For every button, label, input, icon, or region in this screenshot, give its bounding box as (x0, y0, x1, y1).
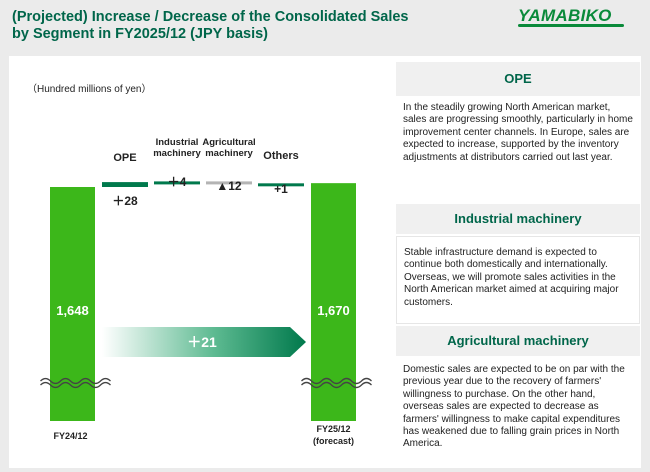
delta-label-ope: ＋28 (112, 194, 138, 208)
segment-name-agricultural-machinery-line1: Agricultural (202, 137, 255, 148)
delta-bar-ope (102, 182, 148, 187)
delta-bar-agricultural-machinery (206, 181, 252, 185)
delta-label-others: +1 (274, 182, 288, 196)
title-line-2: by Segment in FY2025/12 (JPY basis) (12, 26, 269, 42)
segment-name-agricultural-machinery-line2: machinery (205, 148, 253, 159)
waterfall-chart: 1,648 FY24/12 1,670 FY25/12 (forecast) OPE ＋28… (40, 137, 372, 446)
unit-label: （Hundred millions of yen） (27, 84, 152, 95)
delta-label-industrial-machinery: ＋4 (168, 175, 187, 189)
segment-ope-text: In the steadily growing North American m… (396, 96, 640, 200)
delta-bar-industrial-machinery (154, 181, 200, 185)
start-category-label: FY24/12 (53, 431, 87, 441)
start-bar-value-label: 1,648 (56, 303, 89, 318)
segment-name-industrial-machinery-line2: machinery (153, 148, 201, 159)
segment-agricultural-text: Domestic sales are expected to be on par… (396, 358, 640, 466)
end-bar-value-label: 1,670 (317, 303, 350, 318)
yamabiko-logo: YAMABIKO (518, 6, 612, 25)
total-change-arrow (102, 327, 306, 357)
segment-name-industrial-machinery-line1: Industrial (156, 137, 199, 148)
logo-swoosh (518, 24, 624, 27)
segment-industrial-title: Industrial machinery (396, 204, 640, 234)
delta-label-agricultural-machinery: ▲12 (216, 179, 242, 193)
segment-name-others: Others (263, 150, 298, 162)
title-line-1: (Projected) Increase / Decrease of the C… (12, 9, 409, 25)
segment-industrial-text: Stable infrastructure demand is expected… (396, 236, 640, 324)
total-change-label: ＋21 (187, 334, 217, 350)
delta-bar-others (258, 183, 304, 187)
axis-break-left (40, 377, 111, 389)
segment-ope-title: OPE (396, 62, 640, 96)
end-bar (311, 183, 356, 421)
segment-name-ope: OPE (113, 152, 136, 164)
page-title: (Projected) Increase / Decrease of the C… (12, 9, 432, 43)
end-category-label-line2: (forecast) (313, 436, 354, 446)
end-category-label-line1: FY25/12 (316, 424, 350, 434)
segment-agricultural-title: Agricultural machinery (396, 326, 640, 356)
axis-break-right (301, 377, 372, 389)
